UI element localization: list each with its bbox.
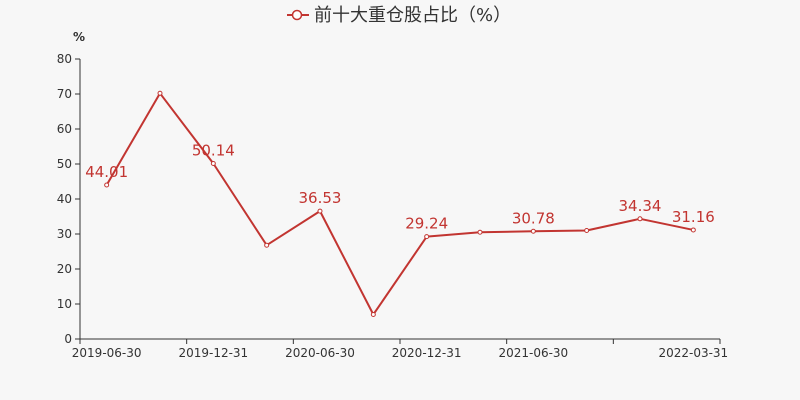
y-tick-label: 30 [57,227,72,241]
data-point [584,228,590,233]
data-point [530,228,536,234]
y-tick-label: 50 [57,157,72,171]
data-point [210,161,216,167]
data-point [637,216,643,222]
data-label: 31.16 [672,208,715,226]
data-label: 50.14 [192,142,235,160]
y-axis-unit: % [73,30,85,44]
x-tick-label: 2019-06-30 [72,346,142,360]
axes: 0 10 20 30 40 50 60 70 80 2019-06-30 2019-12-31 202… [57,52,728,360]
data-labels: 44.01 50.14 36.53 29.24 30.78 34.34 31.16 [85,142,715,233]
series-layer [104,90,696,317]
data-label: 36.53 [299,189,342,207]
series-line [105,92,694,316]
y-tick-label: 70 [57,87,72,101]
x-tick-label: 2022-03-31 [658,346,728,360]
data-point [157,90,163,96]
data-label: 29.24 [405,215,448,233]
y-tick-label: 80 [57,52,72,66]
data-label: 30.78 [512,209,555,227]
data-point [370,312,376,317]
data-label: 44.01 [85,163,128,181]
y-tick-label: 40 [57,192,72,206]
x-tick-label: 2021-06-30 [498,346,568,360]
x-tick-label: 2019-12-31 [178,346,248,360]
data-point [424,234,430,240]
data-label: 34.34 [619,197,662,215]
data-point [317,208,323,214]
data-point [104,182,110,188]
y-tick-label: 10 [57,297,72,311]
legend-label: 前十大重仓股占比（%） [314,5,511,26]
data-point [477,229,483,235]
data-point [264,242,270,248]
x-tick-label: 2020-06-30 [285,346,355,360]
y-tick-label: 20 [57,262,72,276]
x-tick-label: 2020-12-31 [392,346,462,360]
legend-marker [291,9,303,21]
data-point [690,227,696,233]
legend[interactable]: 前十大重仓股占比（%） [287,5,511,26]
y-tick-label: 0 [64,332,72,346]
y-tick-label: 60 [57,122,72,136]
